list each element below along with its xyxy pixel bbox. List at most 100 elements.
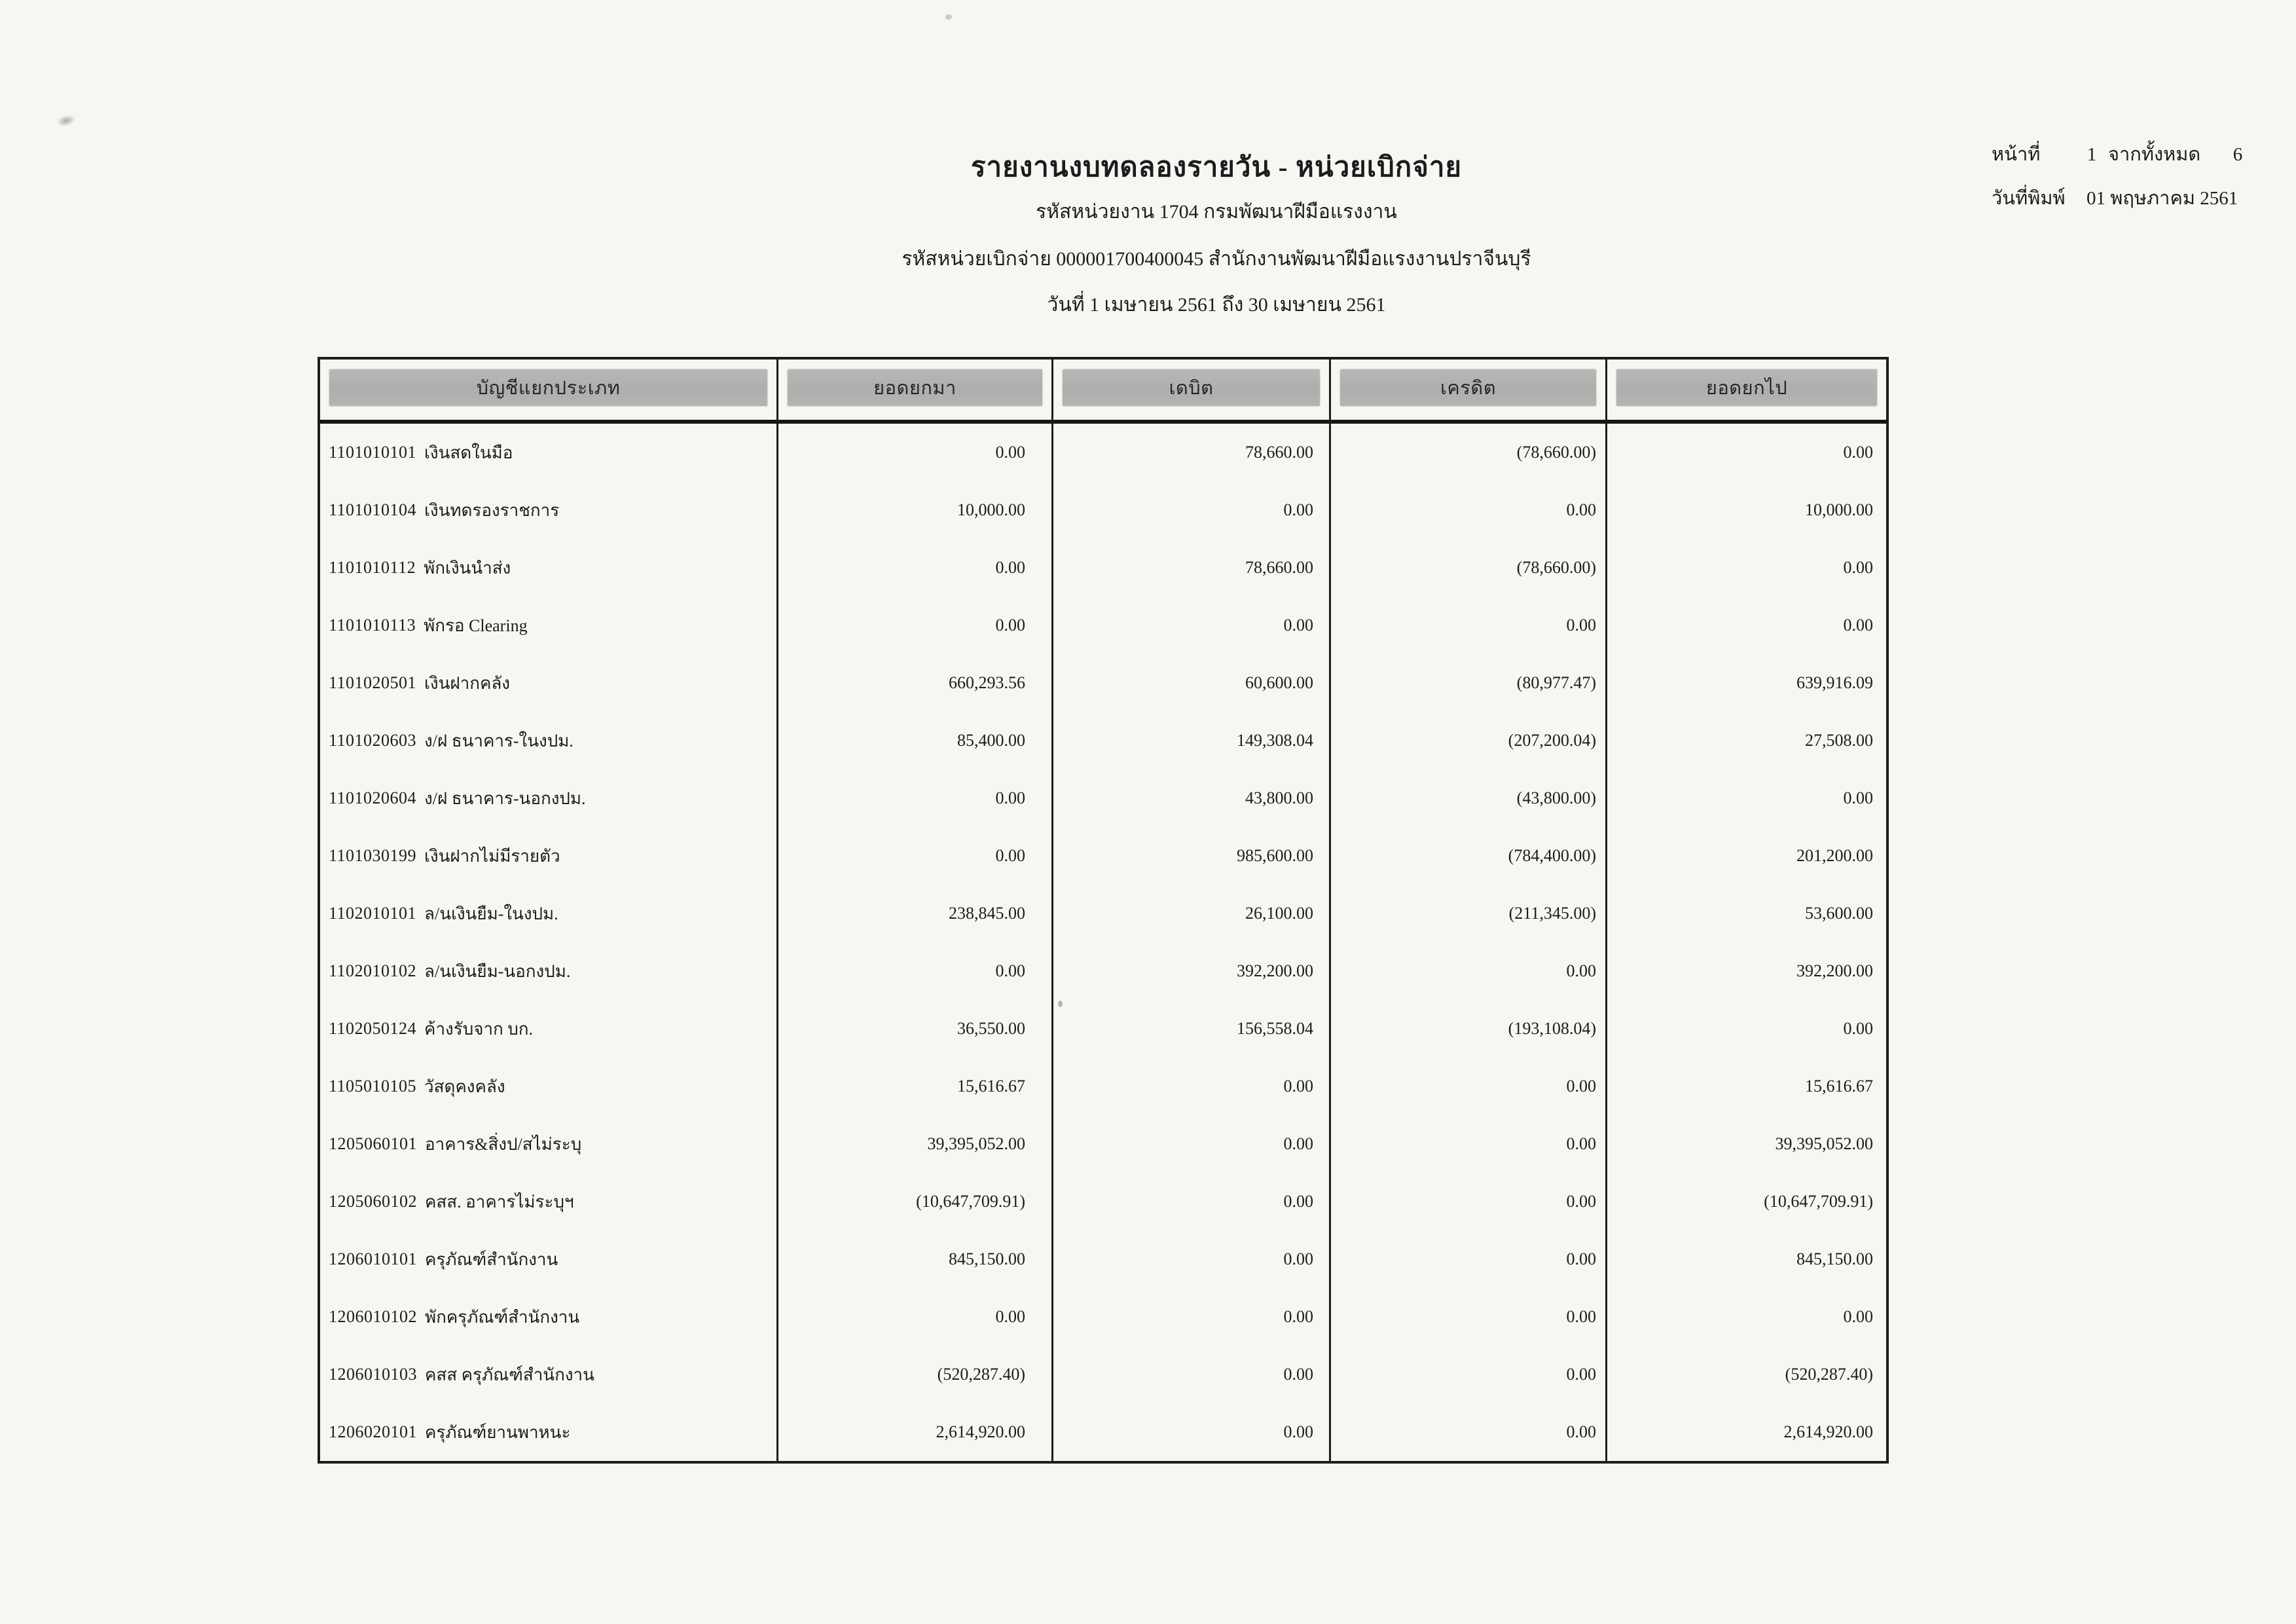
credit-cell: (43,800.00) — [1331, 769, 1607, 827]
account-name: เงินสดในมือ — [424, 443, 513, 462]
scan-artifact — [945, 14, 952, 20]
table-row: 1102050124 ค้างรับจาก บก. — [320, 1000, 778, 1058]
debit-cell: 0.00 — [1053, 1346, 1331, 1403]
col-header-credit-bar: เครดิต — [1340, 369, 1596, 406]
carry-forward-cell: (520,287.40) — [1785, 1365, 1873, 1384]
carry-forward-cell: 39,395,052.00 — [1775, 1134, 1874, 1153]
account-code: 1102050124 — [329, 1019, 417, 1038]
credit-cell: (784,400.00) — [1331, 827, 1607, 885]
page-info-block: หน้าที่ 1 จากทั้งหมด 6 วันที่พิมพ์ 01 พฤ… — [1992, 145, 2257, 208]
account-name: ค้างรับจาก บก. — [424, 1019, 534, 1039]
debit-cell: 0.00 — [1053, 597, 1331, 654]
carry-forward-cell: (10,647,709.91) — [1764, 1192, 1873, 1211]
table-row: 1101010112 พักเงินนำส่ง — [320, 539, 778, 597]
table-row: 1101010104 เงินทดรองราชการ — [320, 481, 778, 539]
print-date-label: วันที่พิมพ์ — [1992, 188, 2066, 209]
credit-cell: 0.00 — [1331, 1115, 1607, 1173]
col-header-credit: เครดิต — [1331, 360, 1607, 424]
account-code: 1105010105 — [329, 1077, 417, 1096]
balance-forward-cell: 39,395,052.00 — [778, 1115, 1053, 1173]
account-code: 1102010102 — [329, 961, 417, 980]
table-row: 1206010103 คสส ครุภัณฑ์สำนักงาน — [320, 1346, 778, 1403]
total-pages: 6 — [2232, 144, 2243, 165]
account-code: 1101020501 — [329, 673, 417, 692]
account-name: ง/ฝ ธนาคาร-ในงปม. — [424, 731, 574, 750]
balance-forward-cell: 0.00 — [778, 597, 1053, 654]
account-code: 1205060101 — [329, 1134, 417, 1153]
account-code: 1101020604 — [329, 788, 417, 807]
agency-code-line: รหัสหน่วยงาน 1704 กรมพัฒนาฝีมือแรงงาน — [1036, 201, 1397, 223]
account-name: พักเงินนำส่ง — [424, 558, 511, 578]
balance-forward-cell: 845,150.00 — [778, 1230, 1053, 1288]
table-row: 1101010101 เงินสดในมือ — [320, 424, 778, 481]
carry-forward-cell: 2,614,920.00 — [1783, 1422, 1874, 1441]
account-code: 1101010112 — [329, 558, 416, 577]
table-row: 1101020603 ง/ฝ ธนาคาร-ในงปม. — [320, 712, 778, 769]
print-date: 01 พฤษภาคม 2561 — [2086, 188, 2238, 209]
balance-forward-cell: 0.00 — [778, 1288, 1053, 1346]
balance-forward-cell: 2,614,920.00 — [778, 1403, 1053, 1461]
debit-cell: 0.00 — [1053, 1230, 1331, 1288]
table-row: 1206010102 พักครุภัณฑ์สำนักงาน — [320, 1288, 778, 1346]
debit-cell: 78,660.00 — [1053, 539, 1331, 597]
account-name: ครุภัณฑ์ยานพาหนะ — [425, 1422, 571, 1442]
balance-forward-cell: 0.00 — [778, 769, 1053, 827]
table-row: 1101020604 ง/ฝ ธนาคาร-นอกงปม. — [320, 769, 778, 827]
table-row: 1102010102 ล/นเงินยืม-นอกงปม. — [320, 942, 778, 1000]
balance-forward-cell: 0.00 — [778, 539, 1053, 597]
account-code: 1205060102 — [329, 1192, 417, 1211]
account-code: 1101010101 — [329, 443, 417, 462]
print-date-line: วันที่พิมพ์ 01 พฤษภาคม 2561 — [1992, 189, 2257, 208]
table-row: 1206020101 ครุภัณฑ์ยานพาหนะ — [320, 1403, 778, 1461]
account-name: เงินฝากคลัง — [424, 673, 510, 693]
account-name: คสส ครุภัณฑ์สำนักงาน — [425, 1365, 594, 1384]
credit-cell: 0.00 — [1331, 1346, 1607, 1403]
debit-cell: 0.00 — [1053, 1115, 1331, 1173]
credit-cell: 0.00 — [1331, 1173, 1607, 1230]
scan-artifact — [55, 113, 77, 129]
carry-forward-cell: 0.00 — [1843, 788, 1874, 807]
carry-forward-cell: 639,916.09 — [1796, 673, 1873, 692]
debit-cell: 985,600.00 — [1053, 827, 1331, 885]
debit-cell: 0.00 — [1053, 1058, 1331, 1115]
col-header-balance-forward: ยอดยกมา — [778, 360, 1053, 424]
account-name: ครุภัณฑ์สำนักงาน — [425, 1249, 558, 1269]
trial-balance-table: บัญชีแยกประเภท ยอดยกมา เดบิต เครดิต ยอดย… — [318, 357, 1889, 1464]
account-name: เงินทดรองราชการ — [424, 500, 560, 520]
col-header-account-bar: บัญชีแยกประเภท — [329, 369, 767, 406]
table-row: 1101030199 เงินฝากไม่มีรายตัว — [320, 827, 778, 885]
credit-cell: 0.00 — [1331, 1403, 1607, 1461]
account-code: 1101030199 — [329, 846, 417, 865]
page-label: หน้าที่ — [1992, 144, 2041, 165]
account-code: 1101020603 — [329, 731, 417, 750]
disbursement-unit-line: รหัสหน่วยเบิกจ่าย 000001700400045 สำนักง… — [902, 248, 1531, 270]
table-row: 1105010105 วัสดุคงคลัง — [320, 1058, 778, 1115]
table-row: 1205060101 อาคาร&สิ่งป/สไม่ระบุ — [320, 1115, 778, 1173]
carry-forward-cell: 845,150.00 — [1796, 1249, 1873, 1268]
col-header-debit: เดบิต — [1053, 360, 1331, 424]
total-pages-label: จากทั้งหมด — [2108, 144, 2201, 165]
table-row: 1205060102 คสส. อาคารไม่ระบุฯ — [320, 1173, 778, 1230]
balance-forward-cell: (520,287.40) — [778, 1346, 1053, 1403]
balance-forward-cell: 0.00 — [778, 942, 1053, 1000]
debit-cell: 60,600.00 — [1053, 654, 1331, 712]
account-name: เงินฝากไม่มีรายตัว — [424, 846, 560, 866]
credit-cell: 0.00 — [1331, 1230, 1607, 1288]
carry-forward-cell: 15,616.67 — [1805, 1077, 1873, 1096]
balance-forward-cell: (10,647,709.91) — [778, 1173, 1053, 1230]
credit-cell: 0.00 — [1331, 1288, 1607, 1346]
carry-forward-cell: 53,600.00 — [1805, 904, 1873, 923]
debit-cell: 0.00 — [1053, 1288, 1331, 1346]
balance-forward-cell: 15,616.67 — [778, 1058, 1053, 1115]
account-name: ล/นเงินยืม-ในงปม. — [424, 904, 558, 923]
scan-artifact — [1058, 1001, 1063, 1007]
debit-cell: 0.00 — [1053, 1403, 1331, 1461]
carry-forward-cell: 0.00 — [1843, 616, 1874, 635]
account-code: 1102010101 — [329, 904, 417, 923]
carry-forward-cell: 392,200.00 — [1796, 961, 1873, 980]
account-code: 1101010104 — [329, 500, 417, 519]
col-header-debit-bar: เดบิต — [1063, 369, 1320, 406]
account-name: พักรอ Clearing — [424, 616, 528, 635]
page-number: 1 — [2086, 144, 2097, 165]
balance-forward-cell: 0.00 — [778, 827, 1053, 885]
